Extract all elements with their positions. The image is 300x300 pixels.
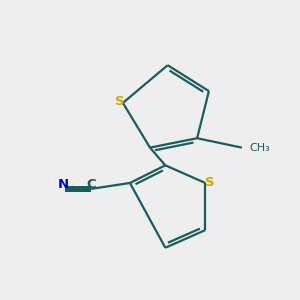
Text: S: S — [115, 95, 124, 108]
Text: N: N — [58, 178, 69, 191]
Text: C: C — [86, 178, 96, 191]
Text: S: S — [205, 176, 214, 190]
Text: CH₃: CH₃ — [249, 142, 270, 153]
